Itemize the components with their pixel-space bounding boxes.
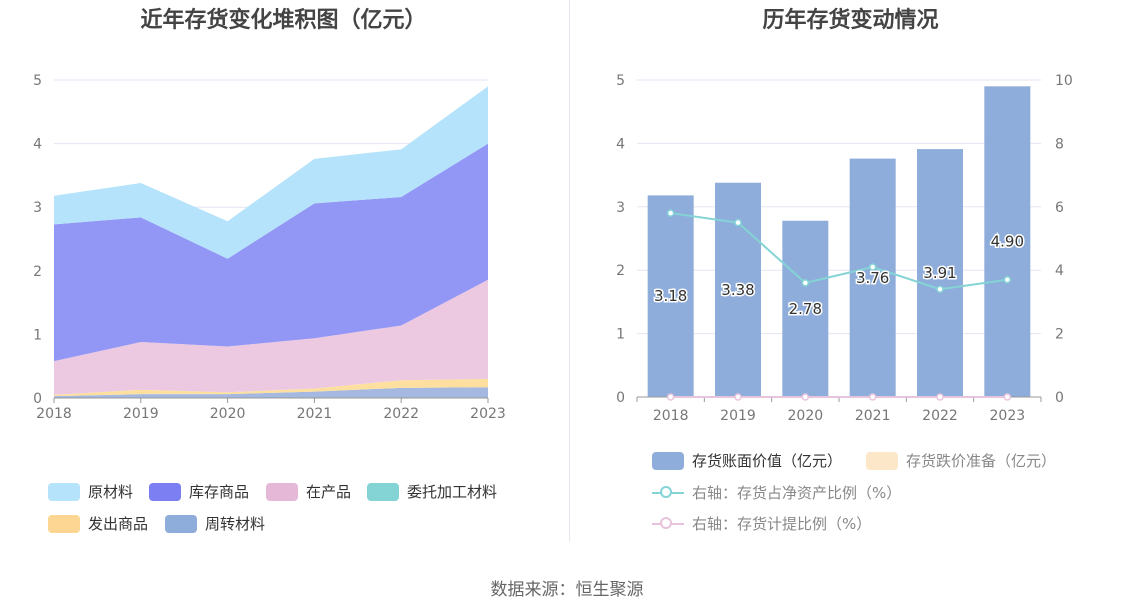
bar-value-label: 4.90 [991,233,1024,251]
y-tick-label: 2 [33,264,42,280]
legend-swatch-net-asset-ratio [652,484,684,502]
legend-item-net-asset-ratio[interactable]: 右轴：存货占净资产比例（%） [652,482,901,503]
legend-swatch-provision [866,451,898,470]
y2-tick-label: 6 [1055,200,1064,216]
x-tick-label: 2023 [470,406,506,420]
x-tick-label: 2018 [653,408,689,420]
bar-line-chart: 0 1 2 3 4 5 0 2 4 6 8 10 2018 2019 2020 2021 2022 2023 3.1… [616,73,1073,420]
y-tick-label: 0 [33,391,42,407]
y2-tick-label: 10 [1055,73,1073,89]
legend-label: 右轴：存货占净资产比例（%） [692,484,902,502]
y2-tick-label: 2 [1055,327,1064,343]
legend-swatch-wip [266,482,298,501]
point-net-asset-ratio [868,263,877,271]
legend-label: 库存商品 [189,483,250,501]
y-tick-label: 3 [616,200,625,216]
bar [647,195,694,397]
legend-label: 右轴：存货计提比例（%） [692,515,872,533]
point-provision-ratio [1003,393,1012,401]
y-tick-label: 5 [616,73,625,89]
point-provision-ratio [936,393,944,401]
point-provision-ratio [666,393,675,401]
right-chart-title: 历年存货变动情况 [762,8,939,33]
legend-label: 在产品 [306,483,352,501]
bar-value-label: 3.91 [923,264,956,282]
x-tick-label: 2019 [720,408,756,420]
y-tick-label: 4 [33,137,42,153]
point-net-asset-ratio [1003,275,1012,284]
x-tick-label: 2018 [36,406,72,420]
legend-label: 发出商品 [88,515,149,533]
legend-label: 存货跌价准备（亿元） [906,452,1057,470]
point-net-asset-ratio [801,279,810,287]
x-tick-label: 2022 [383,406,419,420]
x-tick-label: 2020 [210,406,246,420]
point-net-asset-ratio [666,209,675,217]
bar [917,149,963,397]
legend-swatch-finished [149,482,181,501]
stacked-area-chart: 0 1 2 3 4 5 2018 2019 2020 2021 2022 2023 [33,73,506,420]
legend-item-provision[interactable]: 存货跌价准备（亿元） [866,450,1056,471]
legend-item-outsourced[interactable]: 委托加工材料 [367,481,497,502]
area-raw [54,86,488,259]
legend-label: 存货账面价值（亿元） [692,452,843,470]
x-tick-label: 2020 [788,408,824,420]
y-tick-label: 4 [616,136,625,152]
data-source: 数据来源：恒生聚源 [490,580,644,600]
bar-value-label: 3.38 [721,281,754,299]
y-tick-label: 1 [616,327,625,343]
point-net-asset-ratio [936,285,944,293]
x-tick-label: 2021 [855,408,891,420]
bar [849,158,896,397]
y-tick-label: 2 [616,263,625,279]
bar [715,182,761,397]
y-tick-label: 3 [33,200,42,216]
bar-value-label: 3.76 [856,269,889,287]
legend-label: 原材料 [88,483,134,501]
panel-divider [569,0,570,542]
y-tick-label: 5 [33,73,42,89]
y2-tick-label: 8 [1055,136,1064,152]
bar-value-label: 3.18 [654,287,687,305]
legend-item-book-value[interactable]: 存货账面价值（亿元） [652,450,842,471]
area-wip [54,279,488,395]
legend-item-provision-ratio[interactable]: 右轴：存货计提比例（%） [652,513,871,534]
legend-swatch-provision-ratio [652,515,684,533]
left-chart-title: 近年存货变化堆积图（亿元） [140,8,427,33]
area-turnover [54,387,488,398]
legend-swatch-raw [48,482,80,501]
x-tick-label: 2022 [922,408,958,420]
x-tick-label: 2019 [123,406,159,420]
area-shipped [54,378,488,397]
legend-item-raw[interactable]: 原材料 [48,481,133,502]
y-tick-label: 1 [33,327,42,343]
bar [782,220,829,397]
point-net-asset-ratio [734,218,742,227]
point-provision-ratio [801,393,810,401]
bar-value-label: 2.78 [789,300,822,318]
y2-tick-label: 4 [1055,263,1064,279]
bar [984,86,1031,397]
x-tick-label: 2023 [990,408,1026,420]
x-tick-label: 2021 [297,406,333,420]
legend-swatch-shipped [48,514,80,533]
legend-label: 委托加工材料 [407,483,498,501]
point-provision-ratio [734,393,742,401]
y2-tick-label: 0 [1055,390,1064,406]
legend-swatch-turnover [165,514,197,533]
legend-item-turnover[interactable]: 周转材料 [165,513,265,534]
legend-label: 周转材料 [205,515,266,533]
legend-item-wip[interactable]: 在产品 [266,481,351,502]
legend-item-finished[interactable]: 库存商品 [149,481,249,502]
legend-swatch-book-value [652,451,684,470]
area-finished [54,143,488,362]
legend-item-shipped[interactable]: 发出商品 [48,513,148,534]
line-net-asset-ratio [670,212,1008,291]
y-tick-label: 0 [616,390,625,406]
legend-swatch-outsourced [367,482,399,501]
point-provision-ratio [868,393,877,401]
